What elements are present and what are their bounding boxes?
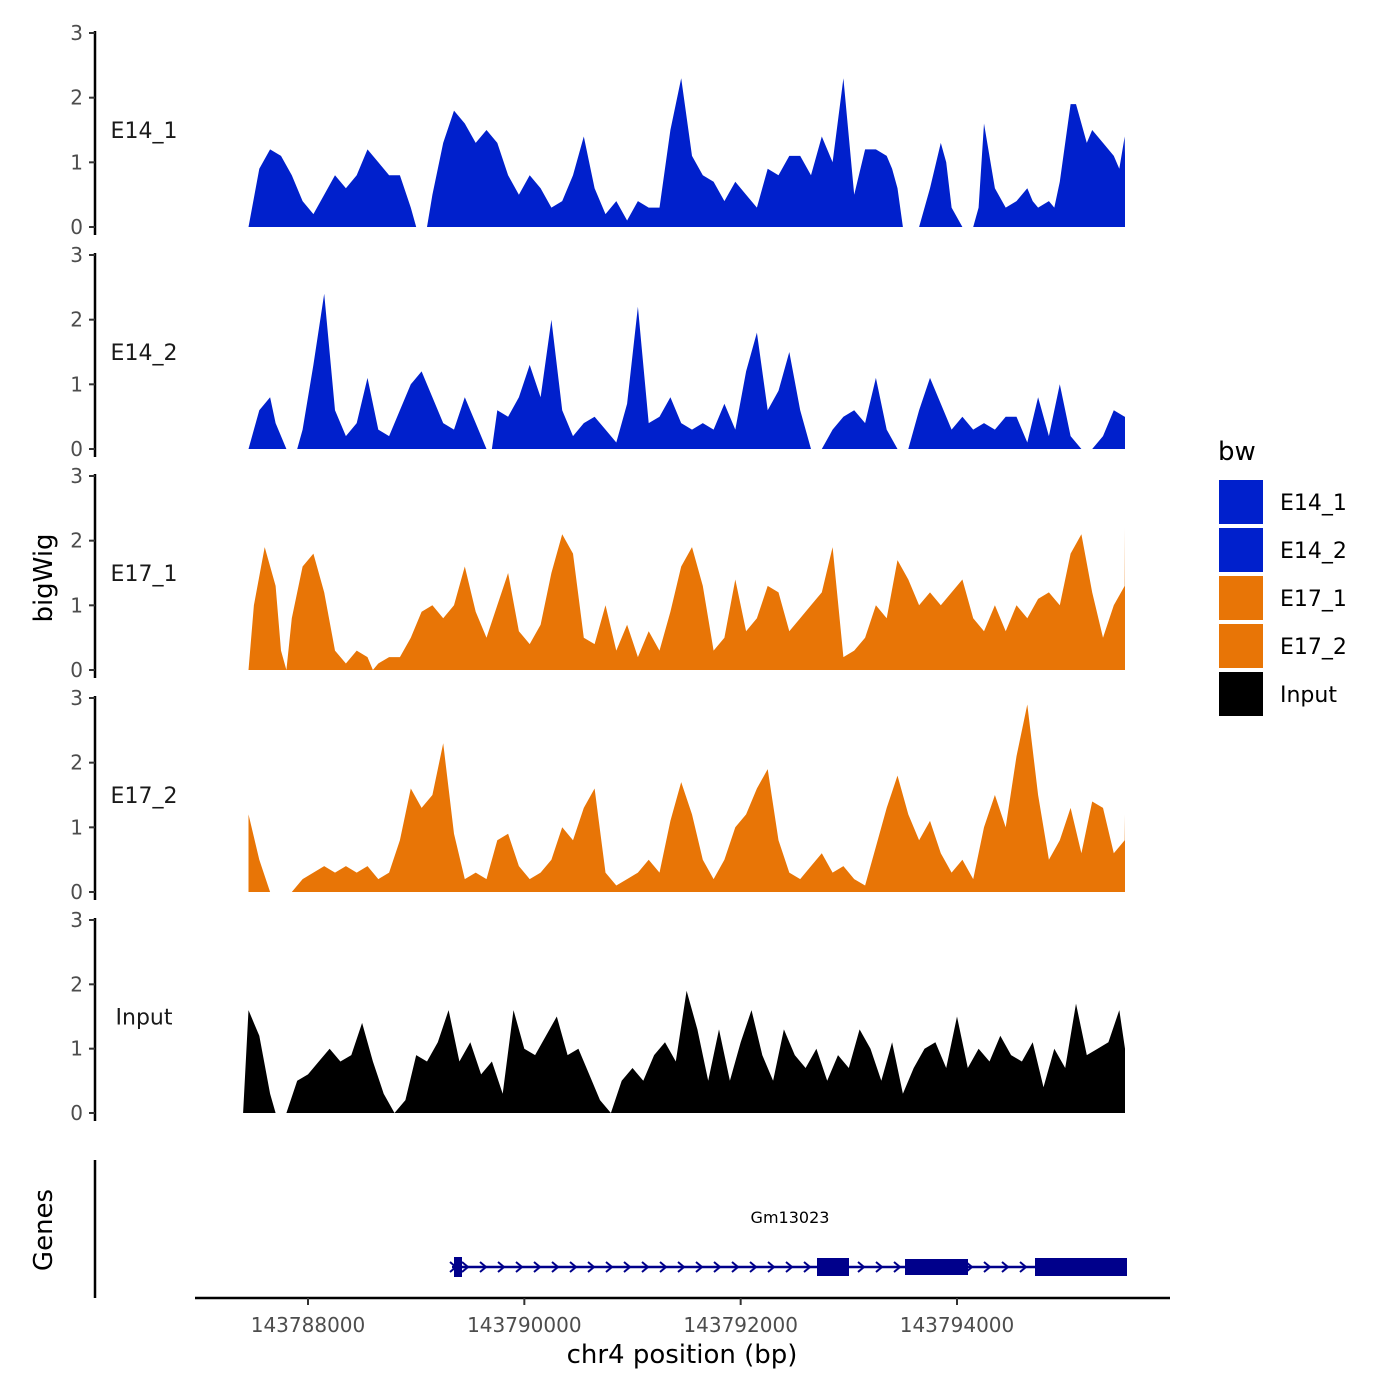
legend-label: E17_1 — [1280, 587, 1347, 612]
strand-chevron — [803, 1261, 812, 1273]
track-label: Input — [116, 1006, 173, 1031]
legend-key-E14_2 — [1219, 528, 1263, 572]
strand-chevron — [731, 1261, 740, 1273]
strand-chevron — [767, 1261, 776, 1273]
y-tick-label: 2 — [70, 529, 83, 553]
gene-exon — [454, 1257, 462, 1277]
legend-key-E14_1 — [1219, 480, 1263, 524]
y-tick-label: 1 — [70, 593, 83, 617]
y-tick-label: 2 — [70, 972, 83, 996]
x-tick-label: 143792000 — [683, 1313, 798, 1337]
legend-key-E17_1 — [1219, 576, 1263, 620]
strand-chevron — [515, 1261, 524, 1273]
coverage-area-E17_1 — [248, 527, 1125, 670]
legend-label: E17_2 — [1280, 635, 1347, 660]
gene-exon — [1035, 1258, 1127, 1276]
track-label: E14_1 — [111, 119, 178, 144]
strand-chevron — [641, 1261, 650, 1273]
gene-exon — [817, 1258, 849, 1276]
strand-chevron — [677, 1261, 686, 1273]
strand-chevron — [857, 1261, 866, 1273]
gene-label: Gm13023 — [751, 1208, 830, 1227]
gene-Gm13023: Gm13023 — [449, 1208, 1127, 1277]
coverage-area-Input — [243, 990, 1126, 1113]
y-tick-label: 0 — [70, 1101, 83, 1125]
y-tick-label: 1 — [70, 815, 83, 839]
gene-track-title: Genes — [29, 1189, 59, 1271]
track-E14_2: 0 1 2 3 E14_2 — [70, 243, 1125, 461]
strand-chevron — [983, 1261, 992, 1273]
y-tick-label: 2 — [70, 308, 83, 332]
legend-key-Input — [1219, 672, 1263, 716]
strand-chevron — [1001, 1261, 1010, 1273]
strand-chevron — [749, 1261, 758, 1273]
coverage-area-E14_2 — [248, 287, 1125, 449]
strand-chevron — [533, 1261, 542, 1273]
y-tick-label: 2 — [70, 751, 83, 775]
y-tick-label: 1 — [70, 372, 83, 396]
y-tick-label: 2 — [70, 86, 83, 110]
strand-chevron — [449, 1261, 458, 1273]
y-tick-label: 0 — [70, 437, 83, 461]
gene-track: Gm13023 — [93, 1160, 1127, 1298]
track-E17_1: 0 1 2 3 E17_1 — [70, 464, 1125, 682]
track-label: E14_2 — [111, 341, 178, 366]
strand-chevron — [479, 1261, 488, 1273]
legend-title: bw — [1218, 437, 1256, 467]
strand-chevron — [497, 1261, 506, 1273]
y-tick-label: 0 — [70, 880, 83, 904]
y-tick-label: 3 — [70, 21, 83, 45]
y-tick-label: 3 — [70, 686, 83, 710]
strand-chevron — [569, 1261, 578, 1273]
strand-chevron — [785, 1261, 794, 1273]
coverage-area-E17_2 — [248, 704, 1125, 892]
strand-chevron — [461, 1261, 470, 1273]
strand-chevron — [551, 1261, 560, 1273]
track-E14_1: 0 1 2 3 E14_1 — [70, 21, 1125, 239]
x-tick-label: 143794000 — [900, 1313, 1015, 1337]
legend-label: Input — [1280, 683, 1337, 708]
strand-chevron — [713, 1261, 722, 1273]
strand-chevron — [1019, 1261, 1028, 1273]
strand-chevron — [659, 1261, 668, 1273]
y-tick-label: 0 — [70, 658, 83, 682]
legend-key-E17_2 — [1219, 624, 1263, 668]
track-Input: 0 1 2 3 Input — [70, 908, 1126, 1125]
legend: bw E14_1 E14_2 E17_1 E17_2 Input — [1218, 437, 1347, 716]
x-tick-label: 143788000 — [251, 1313, 366, 1337]
x-tick-label: 143790000 — [467, 1313, 582, 1337]
coverage-tracks: 0 1 2 3 E14_1 0 1 2 3 E14_2 0 1 2 3 E17_1 0 1 2 3 E17_2 0 1 2 3… — [70, 21, 1126, 1125]
strand-chevron — [623, 1261, 632, 1273]
strand-chevron — [875, 1261, 884, 1273]
legend-label: E14_2 — [1280, 539, 1347, 564]
gene-exon — [905, 1259, 968, 1275]
track-label: E17_2 — [111, 784, 178, 809]
strand-chevron — [893, 1261, 902, 1273]
strand-chevron — [695, 1261, 704, 1273]
y-tick-label: 3 — [70, 908, 83, 932]
y-tick-label: 3 — [70, 464, 83, 488]
legend-label: E14_1 — [1280, 491, 1347, 516]
strand-chevron — [605, 1261, 614, 1273]
track-label: E17_1 — [111, 562, 178, 587]
y-tick-label: 3 — [70, 243, 83, 267]
y-tick-label: 1 — [70, 1037, 83, 1061]
y-axis-title: bigWig — [29, 533, 59, 622]
y-tick-label: 1 — [70, 150, 83, 174]
strand-chevron — [587, 1261, 596, 1273]
coverage-area-E14_1 — [248, 78, 1125, 227]
y-tick-label: 0 — [70, 215, 83, 239]
x-axis-title: chr4 position (bp) — [567, 1340, 798, 1370]
track-E17_2: 0 1 2 3 E17_2 — [70, 686, 1125, 904]
x-axis: 143788000 143790000 143792000 143794000 — [195, 1296, 1170, 1337]
